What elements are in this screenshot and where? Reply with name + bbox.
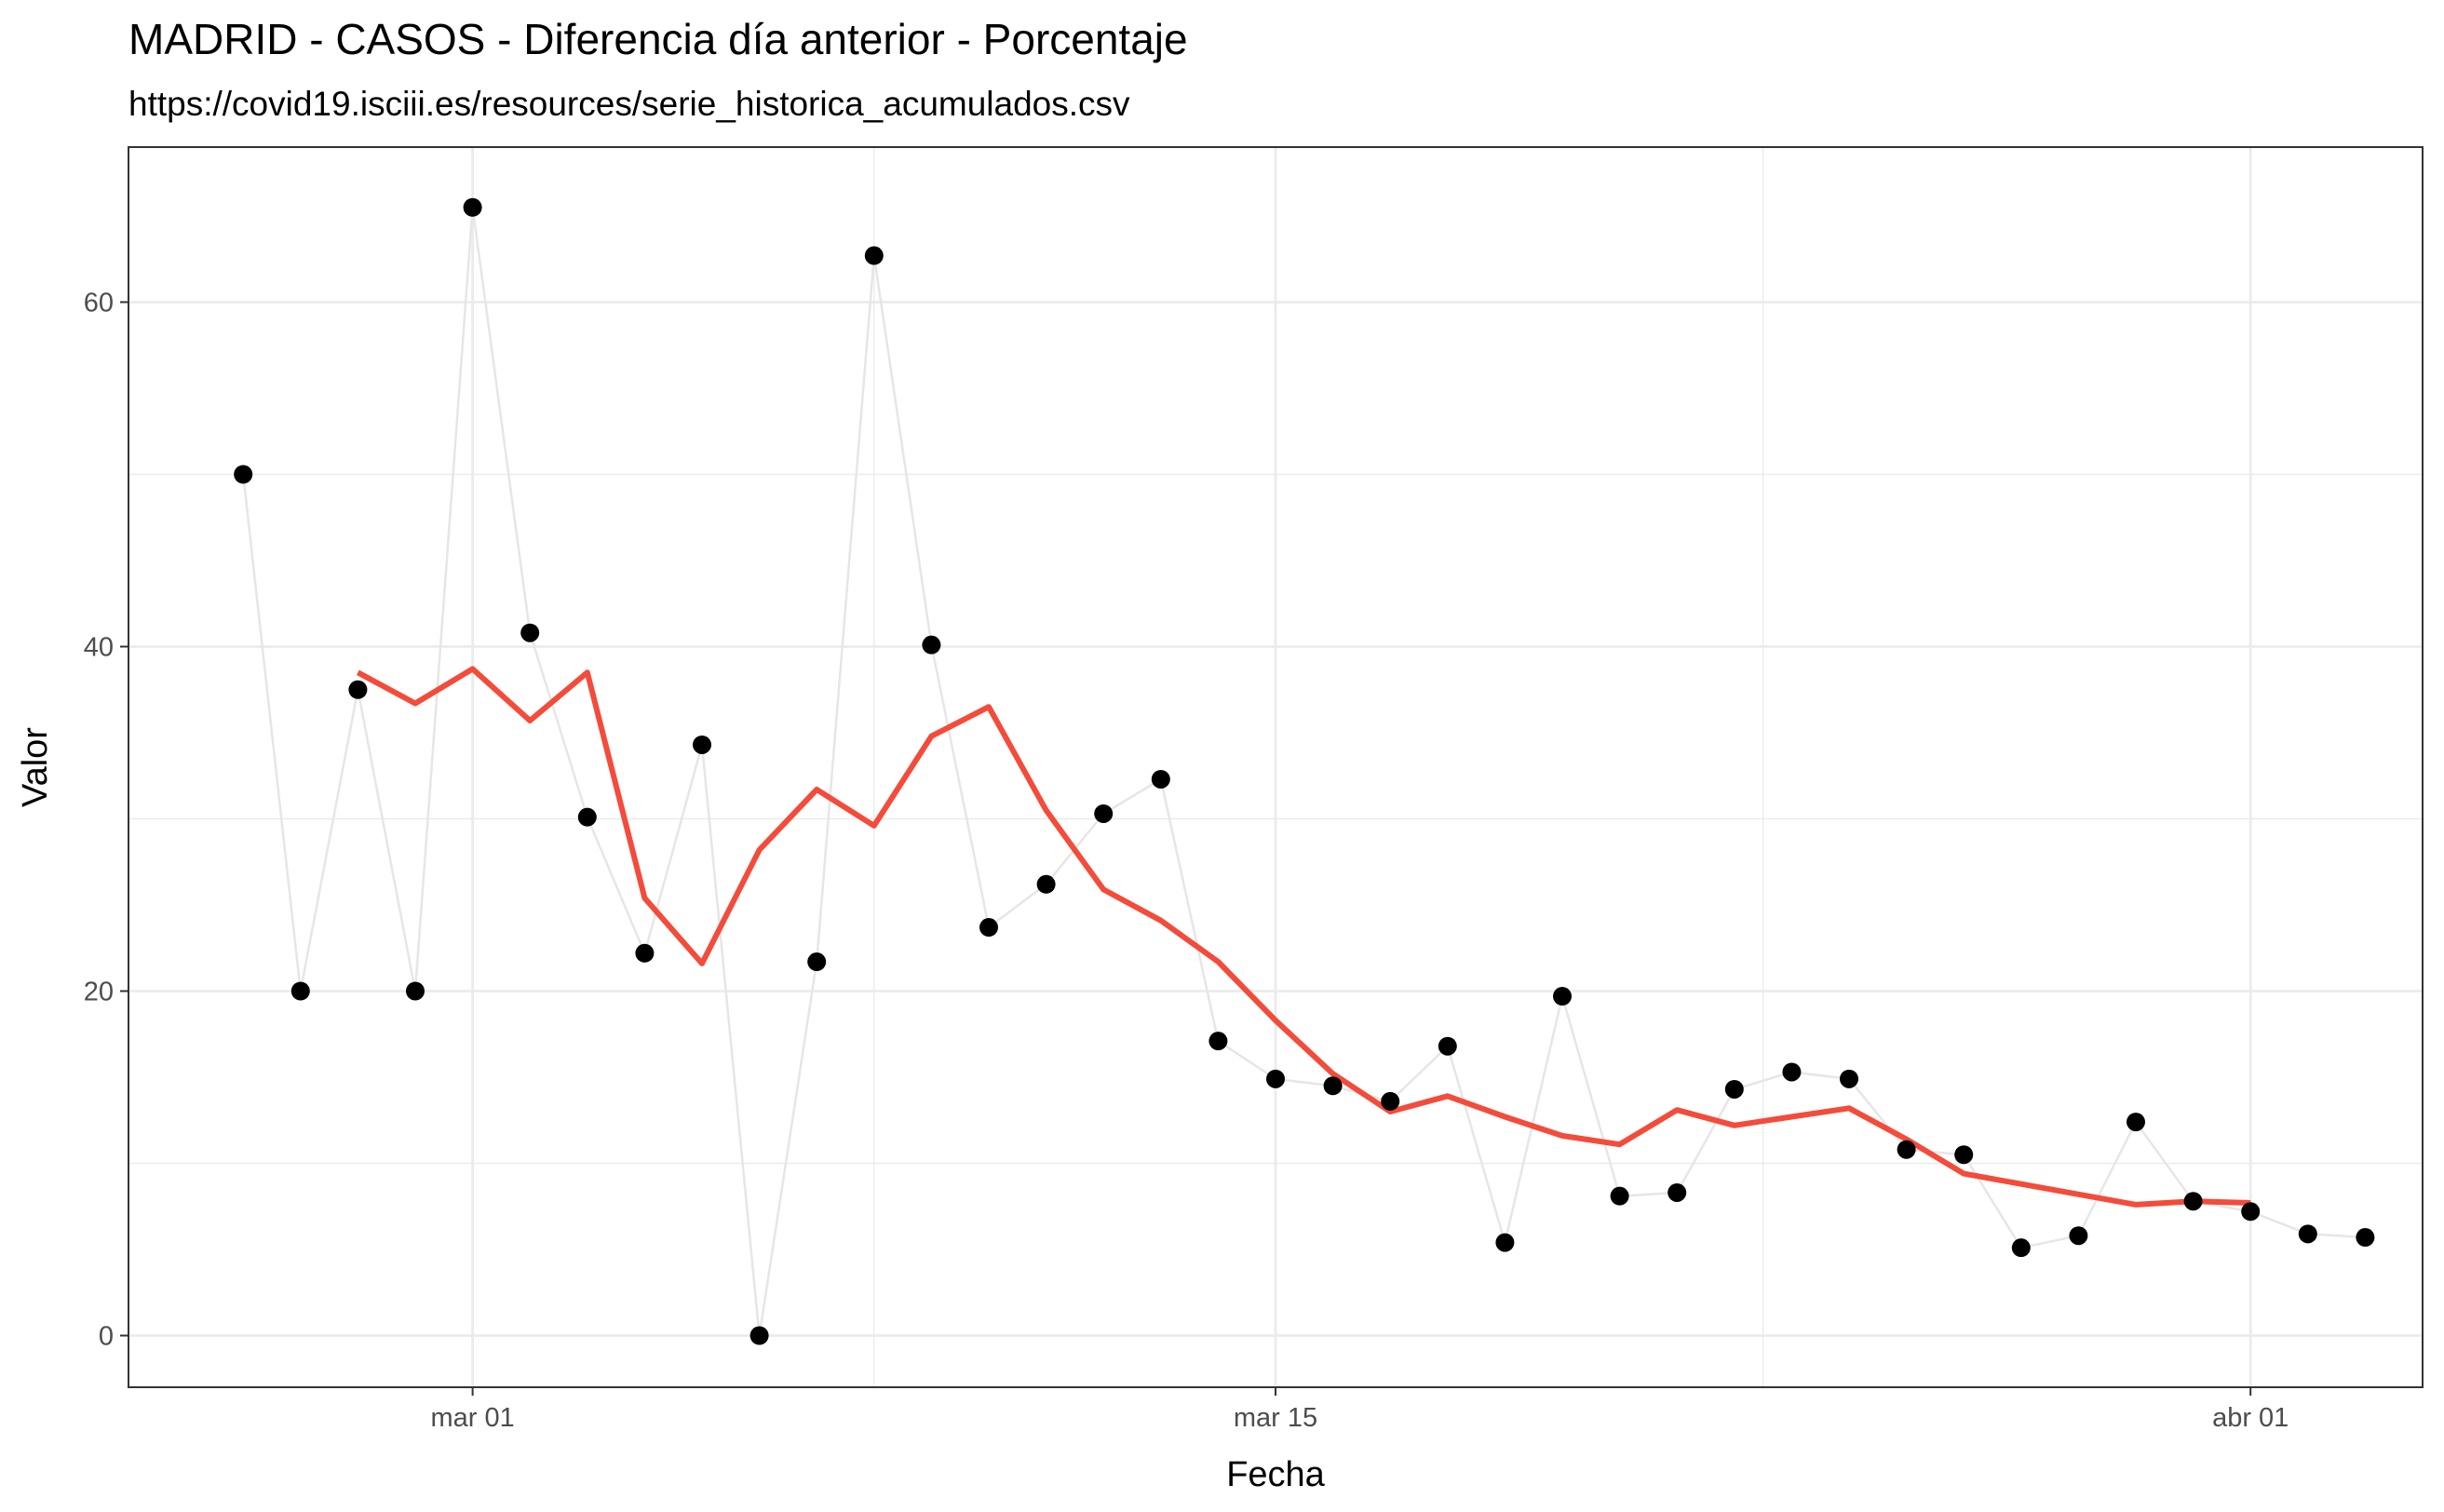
- data-point: [1438, 1037, 1457, 1056]
- data-point: [234, 466, 252, 484]
- data-point: [865, 247, 884, 265]
- data-point: [635, 944, 654, 963]
- smooth-series-line-layer: [358, 669, 2250, 1205]
- data-point: [750, 1327, 769, 1345]
- data-point: [1782, 1062, 1801, 1081]
- y-tick-label: 60: [84, 289, 114, 318]
- chart-subtitle: https://covid19.isciii.es/resources/seri…: [128, 85, 1130, 123]
- data-point: [1897, 1141, 1916, 1159]
- data-point: [1611, 1187, 1629, 1206]
- data-point: [922, 636, 940, 655]
- raw-series-line-layer: [243, 208, 2365, 1336]
- x-axis: mar 01 mar 15 abr 01: [430, 1387, 2289, 1433]
- data-point: [1553, 987, 1572, 1006]
- grid-major: [128, 147, 2423, 1387]
- chart-title: MADRID - CASOS - Diferencia día anterior…: [128, 15, 1188, 63]
- data-point: [348, 681, 367, 699]
- data-point: [1037, 875, 1056, 894]
- x-tick-label: mar 15: [1234, 1403, 1317, 1433]
- data-point: [1495, 1234, 1514, 1252]
- data-point: [406, 982, 425, 1001]
- data-point: [520, 624, 539, 642]
- raw-series-line: [243, 208, 2365, 1336]
- data-point: [979, 918, 998, 937]
- y-axis-title: Valor: [16, 727, 55, 807]
- x-axis-title: Fecha: [1226, 1455, 1325, 1494]
- data-point: [1954, 1145, 1973, 1164]
- data-point: [2012, 1238, 2031, 1257]
- data-point: [1152, 770, 1170, 789]
- smooth-series-line: [358, 669, 2250, 1205]
- data-point: [1094, 804, 1113, 823]
- data-point: [464, 198, 482, 217]
- x-tick-label: abr 01: [2212, 1403, 2289, 1433]
- data-point: [693, 736, 711, 754]
- data-point: [291, 982, 310, 1001]
- data-points-layer: [234, 198, 2374, 1345]
- y-tick-label: 40: [84, 633, 114, 663]
- data-point: [2069, 1226, 2087, 1245]
- y-tick-label: 0: [99, 1322, 114, 1352]
- data-point: [1668, 1183, 1686, 1202]
- data-point: [2299, 1224, 2317, 1243]
- data-point: [2184, 1192, 2203, 1210]
- data-point: [1324, 1076, 1343, 1095]
- data-point: [578, 808, 597, 827]
- data-point: [2241, 1202, 2260, 1221]
- data-point: [2127, 1113, 2145, 1131]
- data-point: [807, 952, 826, 971]
- x-tick-label: mar 01: [430, 1403, 514, 1433]
- data-point: [1266, 1070, 1285, 1088]
- data-point: [2356, 1228, 2374, 1247]
- y-axis: 0 20 40 60: [84, 289, 128, 1352]
- data-point: [1840, 1070, 1858, 1088]
- data-point: [1725, 1080, 1744, 1099]
- y-tick-label: 20: [84, 978, 114, 1007]
- data-point: [1208, 1032, 1227, 1050]
- data-point: [1381, 1092, 1399, 1111]
